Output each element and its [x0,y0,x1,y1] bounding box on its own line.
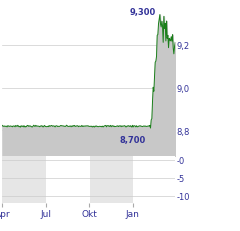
Text: 8,700: 8,700 [119,136,145,145]
Text: 9,300: 9,300 [130,8,156,17]
Bar [2,157,46,203]
Bar [90,157,133,203]
